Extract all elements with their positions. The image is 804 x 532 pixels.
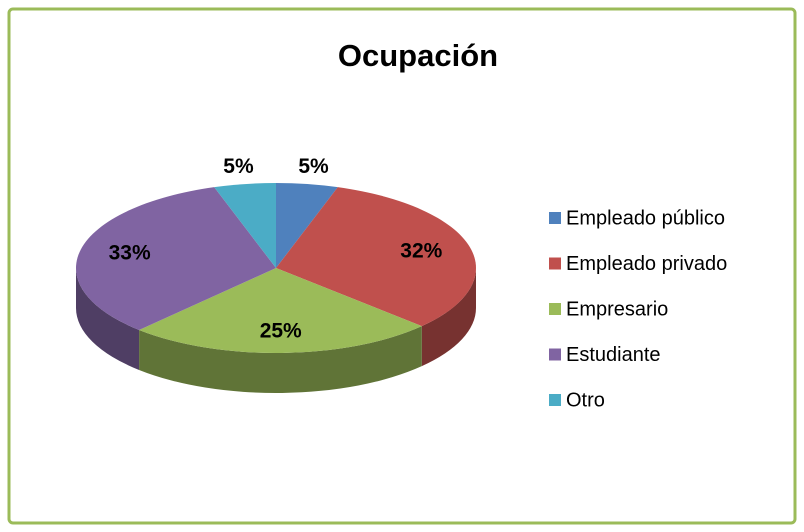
slice-side (139, 326, 422, 393)
data-label: 25% (260, 319, 302, 342)
legend-swatch (549, 303, 561, 315)
slice (139, 268, 422, 353)
legend-label: Empresario (566, 298, 668, 320)
legend-label: Estudiante (566, 344, 661, 366)
chart-title: Ocupación (338, 38, 498, 73)
legend-swatch (549, 348, 561, 361)
legend-label: Otro (566, 389, 605, 411)
slice (276, 183, 338, 268)
slice-side (76, 268, 140, 370)
data-label: 5% (298, 155, 329, 178)
slice (214, 183, 276, 268)
legend-swatch (549, 212, 561, 224)
data-label: 32% (400, 240, 442, 263)
slice-side (421, 268, 476, 367)
legend-swatch (549, 394, 561, 406)
slice (276, 187, 476, 327)
legend-label: Empleado público (566, 207, 725, 229)
slice (75, 187, 276, 330)
legend-swatch (549, 257, 561, 270)
legend-label: Empleado privado (566, 253, 727, 275)
data-label: 5% (223, 155, 254, 178)
data-label: 33% (109, 242, 151, 265)
